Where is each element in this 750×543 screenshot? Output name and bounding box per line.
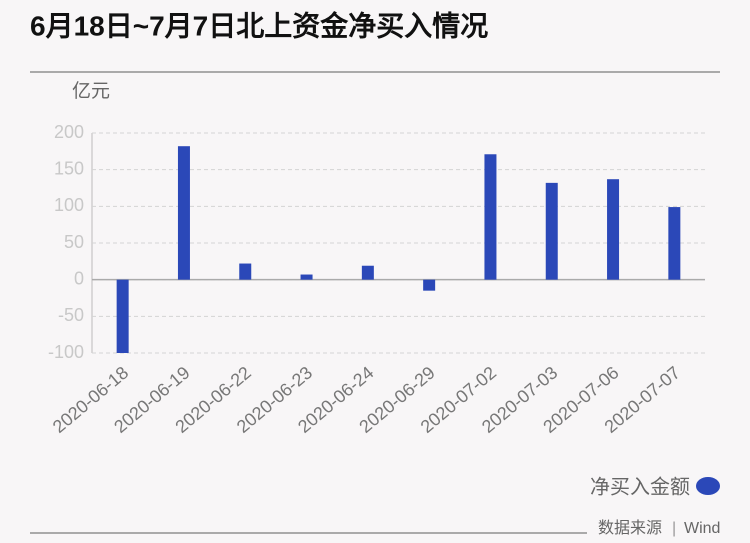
y-tick-label: -50	[58, 305, 84, 325]
legend-swatch	[696, 477, 720, 495]
source-name: Wind	[684, 520, 720, 537]
bar	[239, 263, 252, 280]
bar	[545, 182, 558, 280]
bar	[177, 146, 190, 280]
y-tick-label: 0	[74, 268, 84, 288]
y-tick-label: -100	[48, 342, 84, 362]
y-tick-label: 100	[54, 195, 84, 215]
bar	[668, 207, 681, 280]
bar	[361, 265, 374, 280]
source-separator: |	[672, 520, 676, 537]
y-tick-label: 50	[64, 232, 84, 252]
y-axis-label: 亿元	[72, 80, 110, 102]
bar	[423, 279, 436, 291]
legend-label: 净买入金额	[590, 475, 690, 498]
bar	[116, 279, 129, 353]
chart-title: 6月18日~7月7日北上资金净买入情况	[30, 9, 488, 41]
bar	[484, 154, 497, 280]
y-tick-label: 200	[54, 122, 84, 142]
bar	[300, 274, 313, 280]
bar	[607, 179, 620, 280]
y-tick-label: 150	[54, 158, 84, 178]
source-label: 数据来源	[598, 519, 662, 537]
